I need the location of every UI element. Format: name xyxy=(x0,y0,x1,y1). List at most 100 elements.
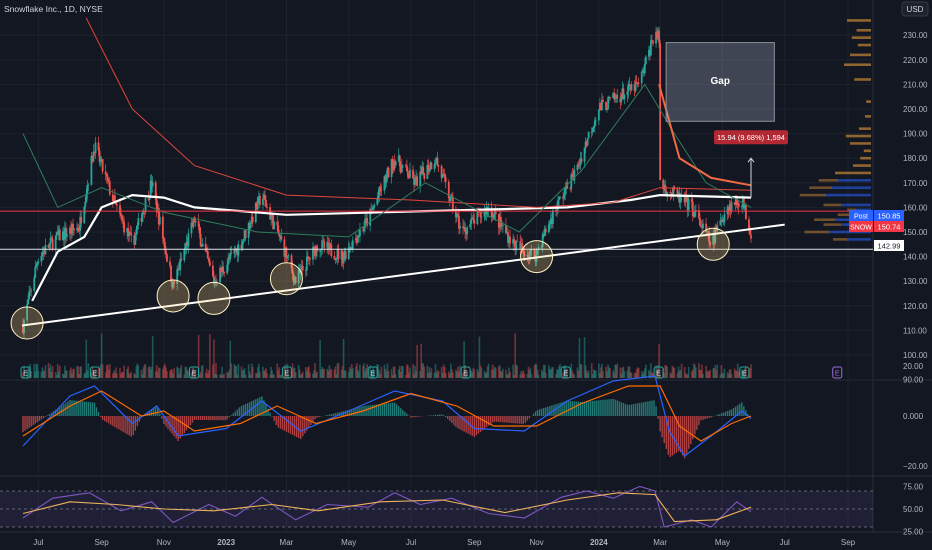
candle-body xyxy=(684,195,687,203)
candle-body xyxy=(50,237,53,240)
volume-bar xyxy=(97,368,100,378)
candle-body xyxy=(408,177,410,178)
volume-bar xyxy=(708,370,710,378)
candle-body xyxy=(727,206,730,212)
macd-histogram-bar xyxy=(236,409,239,416)
candle-body xyxy=(148,196,151,200)
earnings-marker xyxy=(460,366,471,379)
macd-histogram-bar xyxy=(512,416,514,424)
macd-histogram-bar xyxy=(659,416,661,432)
macd-histogram-bar xyxy=(326,415,328,416)
candle-body xyxy=(744,204,747,220)
volume-bar xyxy=(648,369,650,378)
macd-histogram-bar xyxy=(432,415,435,416)
volume-bar xyxy=(741,369,743,378)
candle-body xyxy=(137,218,140,226)
macd-histogram-bar xyxy=(373,404,375,416)
candle-body xyxy=(559,196,561,198)
macd-histogram-bar xyxy=(732,407,735,416)
currency-label[interactable]: USD xyxy=(907,5,924,14)
volume-bar xyxy=(284,364,287,378)
candle-body xyxy=(57,229,60,235)
volume-bar xyxy=(362,366,364,378)
candle-body xyxy=(521,243,524,249)
volume-bar xyxy=(333,369,336,378)
macd-histogram-bar xyxy=(159,413,161,416)
volume-profile-bar xyxy=(809,186,832,190)
macd-histogram-bar xyxy=(181,416,183,436)
candle-body xyxy=(141,213,144,222)
candle-body xyxy=(222,266,225,272)
macd-histogram-bar xyxy=(204,416,206,421)
volume-bar xyxy=(321,366,323,378)
rsi-band xyxy=(0,491,873,527)
macd-histogram-bar xyxy=(179,416,181,439)
macd-histogram-bar xyxy=(737,405,739,416)
macd-histogram-bar xyxy=(438,414,441,416)
macd-histogram-bar xyxy=(120,416,122,431)
volume-bar xyxy=(507,373,509,378)
candle-body xyxy=(443,174,446,177)
candle-body xyxy=(734,199,737,205)
macd-histogram-bar xyxy=(191,416,194,423)
volume-bar xyxy=(71,373,73,378)
macd-histogram-bar xyxy=(704,416,706,420)
candle-body xyxy=(313,246,315,248)
volume-bar xyxy=(326,368,329,378)
macd-histogram-bar xyxy=(389,402,392,416)
y-tick-label: 90.00 xyxy=(903,376,924,385)
volume-bar xyxy=(629,372,632,378)
macd-histogram-bar xyxy=(328,414,331,416)
price-tag-name-box xyxy=(849,221,873,232)
macd-histogram-bar xyxy=(132,416,134,436)
macd-histogram-bar xyxy=(199,416,202,420)
candle-body xyxy=(193,217,196,223)
volume-bar xyxy=(121,371,123,378)
macd-histogram-bar xyxy=(487,416,490,426)
macd-histogram-bar xyxy=(108,416,110,424)
currency-button-frame[interactable] xyxy=(901,1,929,17)
volume-bar xyxy=(123,365,125,378)
candle-body xyxy=(542,234,545,237)
candle-body xyxy=(444,176,447,182)
candle-body xyxy=(34,266,37,278)
candle-body xyxy=(122,219,124,222)
volume-bar xyxy=(600,367,602,378)
candle-body xyxy=(40,255,43,262)
x-tick-label: May xyxy=(341,538,356,547)
macd-histogram-bar xyxy=(393,402,396,416)
x-tick-label: Mar xyxy=(653,538,667,547)
candle-body xyxy=(207,258,210,262)
macd-histogram-bar xyxy=(59,406,61,416)
volume-bar xyxy=(609,367,611,378)
volume-bar xyxy=(136,363,139,378)
y-tick-label: 200.00 xyxy=(903,105,928,114)
candle-body xyxy=(115,201,117,205)
candle-body xyxy=(716,225,719,231)
macd-histogram-bar xyxy=(273,416,275,421)
candle-body xyxy=(399,165,402,173)
volume-bar xyxy=(556,369,558,378)
y-tick-label: 150.00 xyxy=(903,228,928,237)
currency-button[interactable]: USD xyxy=(901,1,929,17)
volume-bar xyxy=(248,371,251,378)
candle-body xyxy=(650,40,652,56)
candle-body xyxy=(564,188,567,195)
volume-bar xyxy=(62,373,64,378)
volume-bar xyxy=(312,373,314,378)
volume-bar xyxy=(277,370,280,378)
volume-bar xyxy=(573,374,576,378)
macd-histogram-bar xyxy=(279,416,282,429)
candle-body xyxy=(227,257,230,265)
volume-bar xyxy=(542,364,545,378)
candle-body xyxy=(620,96,623,103)
volume-bar xyxy=(471,372,474,378)
volume-bar xyxy=(283,367,286,378)
highlight-circle xyxy=(156,279,190,313)
volume-bar xyxy=(263,370,265,378)
volume-bar xyxy=(56,364,59,378)
candle-body xyxy=(344,251,347,260)
candle-body xyxy=(36,263,39,266)
candle-body xyxy=(351,240,354,250)
candle-body xyxy=(23,320,25,333)
